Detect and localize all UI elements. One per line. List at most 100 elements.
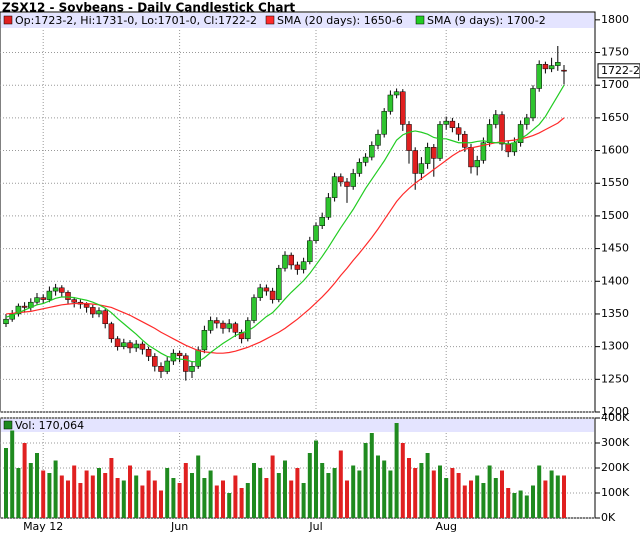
candle-body	[34, 297, 40, 303]
candle-body	[499, 114, 505, 145]
candle-body	[145, 349, 152, 357]
candle-body	[338, 176, 344, 183]
candle-body	[480, 142, 487, 161]
volume-bar	[462, 485, 467, 518]
volume-bar	[171, 478, 176, 518]
candle-body	[214, 320, 220, 324]
candle-body	[102, 310, 108, 325]
y-tick-label: 1700	[601, 78, 629, 91]
candle-body	[220, 322, 226, 329]
candle-body	[59, 287, 65, 293]
x-tick-label: Aug	[435, 520, 456, 533]
volume-bar	[258, 468, 263, 518]
candle-body	[139, 343, 146, 350]
candle-body	[65, 292, 71, 300]
y-tick-label: 100K	[601, 486, 630, 499]
volume-bar	[345, 480, 349, 518]
candle-body	[511, 142, 518, 153]
candle-body	[375, 133, 381, 146]
volume-bar	[128, 465, 132, 518]
volume-bar	[531, 485, 535, 518]
y-tick-label: 1500	[601, 209, 629, 222]
volume-bar	[183, 463, 188, 518]
volume-bar	[59, 475, 64, 518]
candle-body	[201, 330, 208, 351]
volume-bar	[10, 430, 15, 518]
volume-bar	[264, 478, 269, 518]
volume-bar	[512, 493, 517, 518]
volume-bar	[506, 488, 511, 518]
volume-bar	[314, 440, 318, 518]
x-tick-label: May 12	[23, 520, 63, 533]
candle-body	[46, 290, 53, 300]
volume-bar	[41, 470, 46, 518]
candle-body	[418, 163, 425, 174]
volume-bar	[456, 473, 461, 518]
candle-body	[486, 124, 493, 143]
candle-body	[263, 287, 270, 292]
legend-swatch	[3, 420, 13, 430]
candle-body	[108, 323, 115, 340]
volume-bar	[66, 480, 70, 518]
volume-bar	[4, 448, 8, 518]
candle-body	[505, 143, 511, 153]
volume-bar	[351, 465, 356, 518]
candle-body	[15, 305, 22, 315]
candle-body	[189, 365, 195, 372]
volume-bar	[72, 465, 77, 518]
candle-body	[561, 69, 567, 72]
y-tick-label: 1750	[601, 46, 629, 59]
volume-bar	[47, 473, 52, 518]
volume-bar	[413, 468, 418, 518]
volume-bar	[159, 490, 163, 518]
volume-bar	[252, 463, 256, 518]
candle-body	[300, 261, 307, 270]
candle-body	[443, 120, 449, 125]
volume-bar	[357, 470, 362, 518]
volume-bar	[289, 480, 294, 518]
candle-body	[238, 332, 245, 340]
volume-bar	[165, 468, 170, 518]
candle-body	[437, 124, 443, 159]
volume-bar	[425, 453, 430, 518]
y-tick-label: 1350	[601, 307, 629, 320]
candle-body	[3, 318, 9, 325]
chart-title: ZSX12 - Soybeans - Daily Candlestick Cha…	[2, 1, 295, 15]
volume-bar	[524, 495, 529, 518]
volume-bar	[388, 470, 393, 518]
volume-bar	[35, 453, 39, 518]
candle-body	[412, 150, 418, 174]
candle-body	[331, 176, 338, 198]
volume-bar	[121, 480, 126, 518]
volume-bar	[438, 465, 442, 518]
candle-body	[83, 303, 90, 308]
volume-bar	[518, 490, 523, 518]
legend-swatch	[3, 15, 13, 25]
candle-body	[307, 240, 313, 262]
candle-body	[313, 225, 319, 242]
volume-bar	[214, 485, 219, 518]
volume-bar	[562, 475, 566, 518]
candle-body	[393, 91, 400, 96]
candle-body	[152, 356, 158, 367]
candle-body	[431, 147, 437, 159]
candle-body	[127, 342, 133, 349]
legend-bar	[1, 419, 594, 432]
legend-swatch	[265, 15, 275, 25]
candle-body	[468, 147, 474, 168]
candle-body	[493, 114, 499, 125]
last-price-box	[597, 63, 640, 79]
candle-body	[52, 287, 59, 292]
volume-bar	[202, 478, 207, 518]
volume-bar	[22, 443, 27, 518]
volume-bar	[152, 480, 157, 518]
volume-bar	[28, 463, 33, 518]
candle-body	[400, 91, 406, 125]
volume-bar	[475, 475, 480, 518]
y-tick-label: 1450	[601, 242, 629, 255]
legend-bar	[1, 13, 594, 28]
volume-bar	[382, 460, 387, 518]
candle-body	[251, 297, 257, 321]
candle-body	[548, 65, 555, 70]
volume-bar	[84, 470, 89, 518]
